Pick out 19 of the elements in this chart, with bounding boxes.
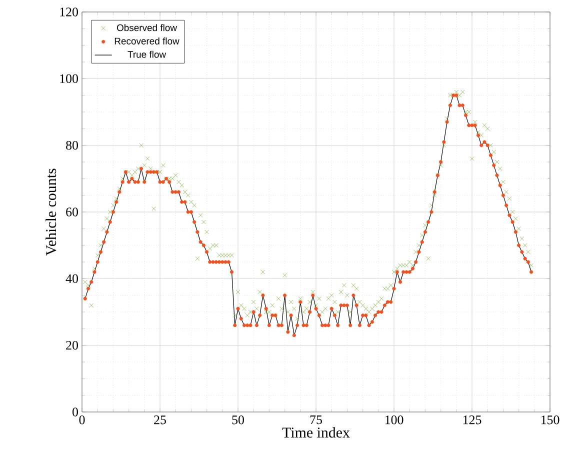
x-tick-label: 150 [541, 416, 560, 424]
y-tick-label: 60 [66, 208, 78, 216]
x-tick-label: 0 [79, 416, 85, 424]
legend-label: Observed flow [116, 24, 178, 32]
y-tick-label: 40 [66, 274, 78, 284]
y-tick-label: 100 [60, 74, 78, 84]
x-tick-label: 100 [385, 416, 404, 424]
legend-label: Recovered flow [114, 38, 180, 44]
y-tick-label: 20 [66, 340, 78, 350]
x-tick-label: 125 [463, 416, 482, 424]
x-tick-label: 75 [310, 416, 322, 424]
x-tick-label: 50 [232, 416, 244, 424]
x-axis-title: Time index [282, 427, 350, 438]
y-tick-label: 0 [72, 408, 78, 416]
y-axis-title: Vehicle counts [46, 168, 56, 256]
legend-label: True flow [128, 50, 166, 58]
y-tick-label: 120 [60, 8, 78, 16]
x-tick-label: 25 [154, 416, 166, 424]
y-tick-label: 80 [66, 140, 78, 150]
